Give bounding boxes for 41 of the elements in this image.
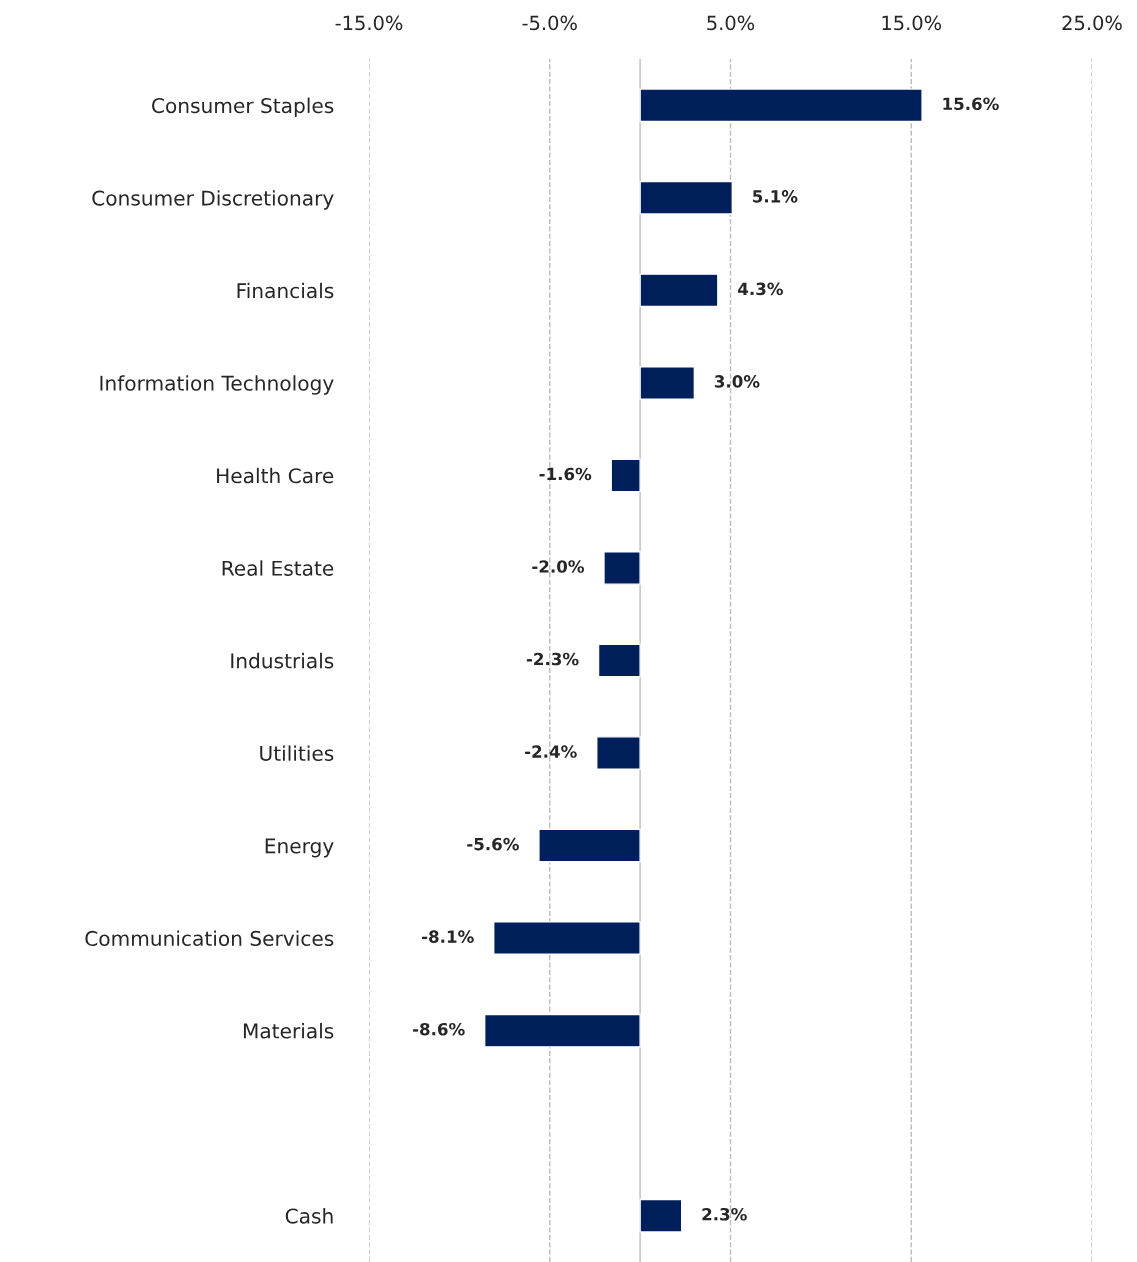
y-tick-label: Real Estate	[222, 560, 334, 576]
data-label: -5.6%	[467, 837, 519, 851]
x-tick-label: 25.0%	[1062, 15, 1122, 31]
bar	[639, 365, 696, 400]
y-tick-label: Energy	[265, 838, 334, 858]
y-tick-label: Health Care	[217, 467, 334, 484]
x-tick-label: 15.0%	[882, 15, 942, 31]
y-tick-label: Utilities	[260, 745, 334, 761]
y-tick-label: Cash	[285, 1208, 333, 1224]
y-tick-label: Consumer Staples	[152, 97, 334, 118]
data-label: -8.1%	[422, 930, 474, 943]
data-label: -1.6%	[539, 467, 592, 481]
data-label: 2.3%	[702, 1207, 747, 1221]
x-tick-label: 5.0%	[707, 15, 755, 31]
data-label: 5.1%	[753, 190, 798, 203]
y-tick-label: Consumer Discretionary	[92, 190, 334, 210]
bar	[639, 1198, 683, 1233]
y-tick-label: Industrials	[231, 652, 334, 669]
bar	[639, 273, 719, 308]
bar	[639, 88, 923, 123]
bar	[483, 1013, 641, 1048]
y-tick-label: Information Technology	[100, 375, 334, 395]
x-tick-label: -15.0%	[335, 15, 403, 31]
bar	[610, 458, 641, 493]
data-label: -8.6%	[413, 1022, 465, 1036]
x-tick-label: -5.0%	[522, 15, 577, 31]
bar	[538, 828, 641, 863]
data-label: -2.4%	[525, 745, 577, 758]
bar	[493, 921, 641, 956]
y-tick-label: Financials	[237, 282, 334, 299]
data-label: -2.0%	[532, 560, 584, 573]
data-label: 15.6%	[943, 97, 999, 111]
y-tick-label: Communication Services	[85, 930, 334, 947]
y-tick-label: Materials	[243, 1023, 334, 1039]
data-label: 4.3%	[738, 282, 783, 296]
data-label: -2.3%	[526, 652, 579, 666]
bar	[603, 551, 641, 585]
bar	[639, 180, 734, 215]
bar	[596, 736, 641, 770]
bar	[597, 643, 641, 678]
data-label: 3.0%	[714, 375, 760, 388]
